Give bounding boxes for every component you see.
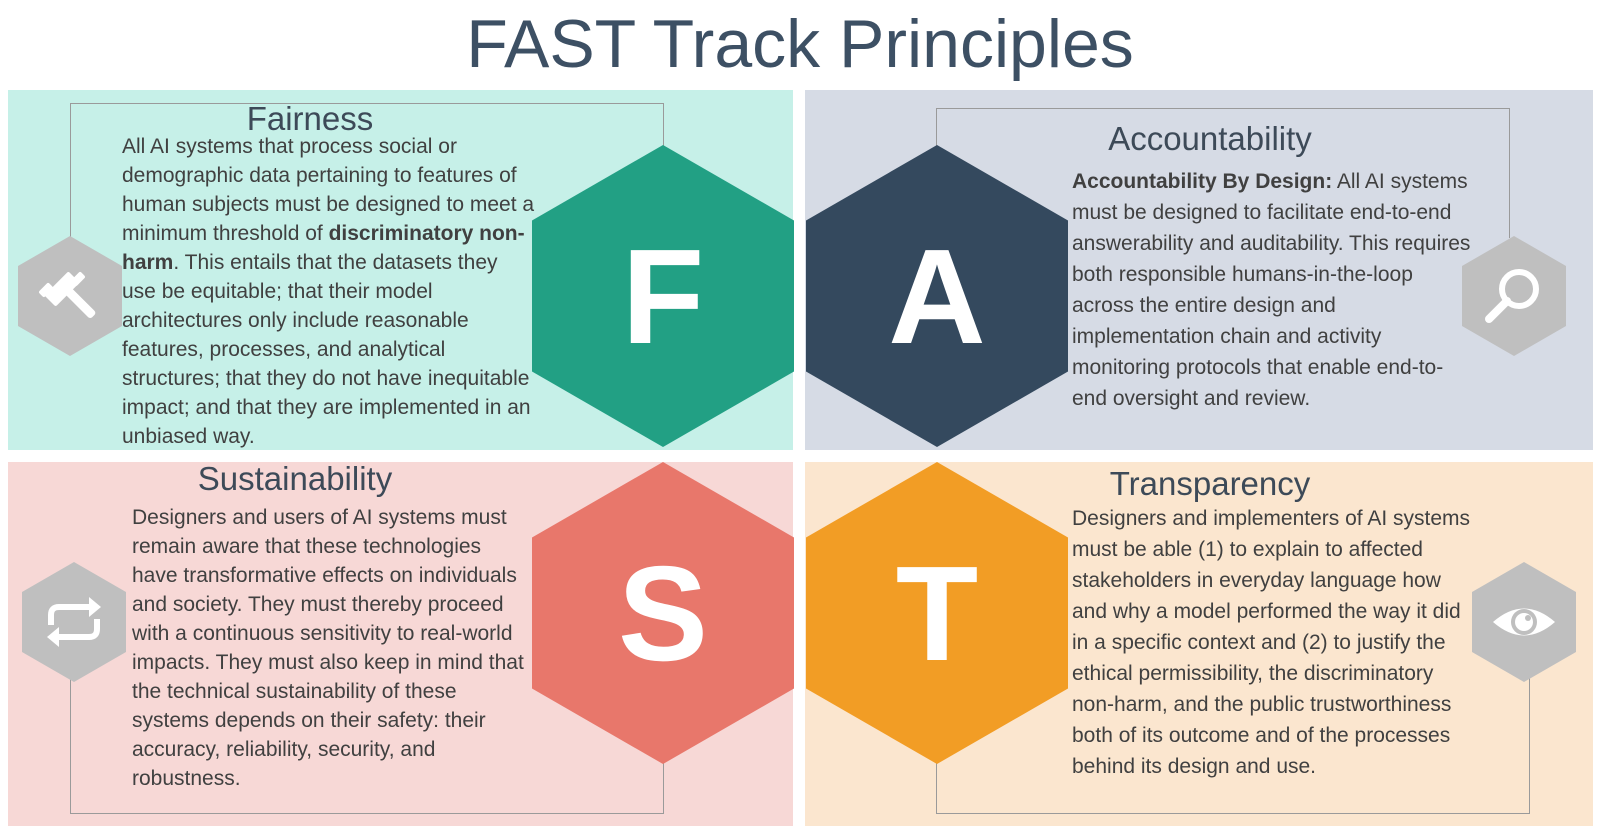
transparency-description: Designers and implementers of AI systems…	[1072, 507, 1470, 778]
accountability-description: Accountability By Design: All AI systems…	[1072, 170, 1471, 410]
fairness-hexagon: F	[532, 145, 794, 447]
transparency-heading: Transparency	[1109, 465, 1311, 502]
page-title: FAST Track Principles	[466, 6, 1134, 82]
accountability-key-term: Accountability By Design:	[1072, 170, 1333, 193]
accountability-letter: A	[888, 220, 986, 372]
eye-icon	[1472, 562, 1576, 682]
fairness-description: All AI systems that process social or de…	[122, 135, 535, 448]
transparency-letter: T	[895, 537, 979, 689]
fairness-key-term: discriminatory non-harm	[122, 222, 525, 274]
sustainability-letter: S	[617, 537, 709, 689]
fairness-letter: F	[621, 220, 705, 372]
sustainability-heading: Sustainability	[197, 460, 393, 497]
magnifier-icon	[1462, 236, 1566, 356]
sustainability-description: Designers and users of AI systems must r…	[132, 506, 524, 790]
fairness-heading: Fairness	[246, 100, 374, 137]
accountability-heading: Accountability	[1108, 120, 1312, 157]
